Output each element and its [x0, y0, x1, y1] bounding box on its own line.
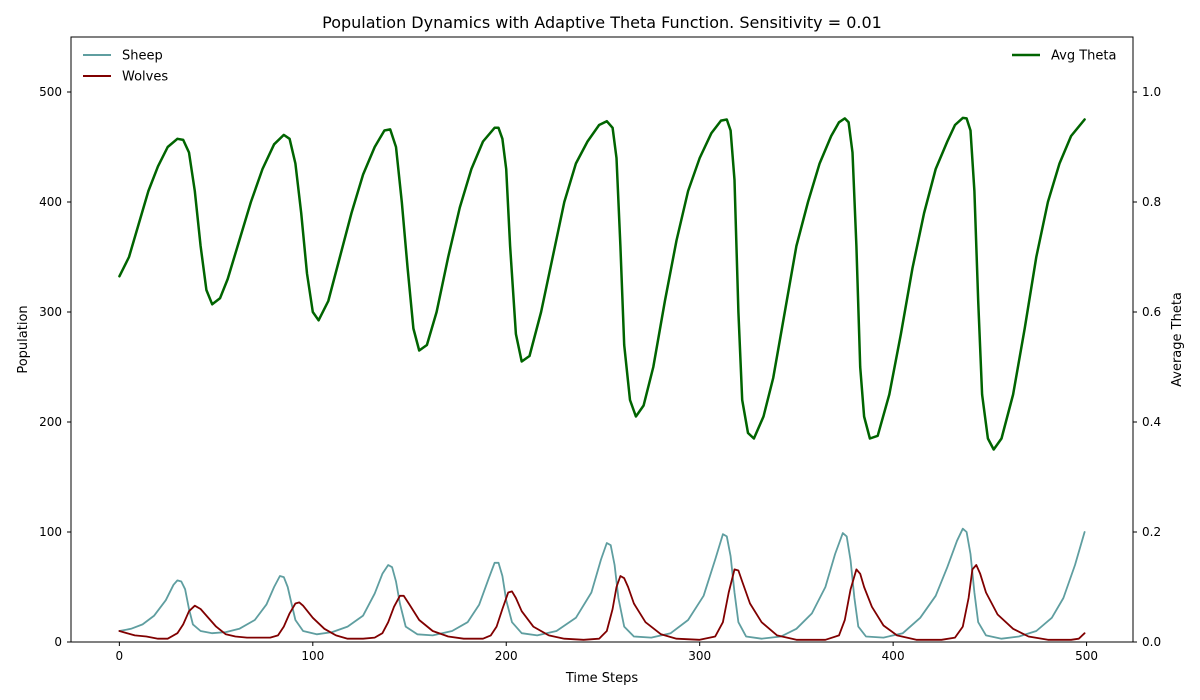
y-axis-label: Population	[16, 305, 31, 373]
x-axis-label: Time Steps	[565, 671, 639, 686]
y-tick-label: 300	[39, 305, 62, 319]
y2-tick-label: 0.0	[1142, 635, 1161, 649]
plot-area: 0 100 200 300 400 500 0 100 200 300 400 500 0.0 0.2…	[39, 36, 1161, 663]
x-tick-label: 400	[882, 649, 905, 663]
x-tick-label: 300	[688, 649, 711, 663]
legend-label-avg-theta: Avg Theta	[1051, 49, 1116, 64]
chart-title: Population Dynamics with Adaptive Theta …	[322, 13, 882, 32]
y2-tick-label: 1.0	[1142, 85, 1161, 99]
series-line-wolves	[118, 564, 1086, 641]
y-tick-label: 100	[39, 525, 62, 539]
legend-label-wolves: Wolves	[122, 70, 168, 85]
plot-frame	[70, 36, 1134, 643]
y2-tick-label: 0.6	[1142, 305, 1161, 319]
x-tick-label: 500	[1075, 649, 1098, 663]
y-tick-label: 400	[39, 195, 62, 209]
series-layer	[118, 116, 1086, 641]
legend-label-sheep: Sheep	[122, 49, 163, 64]
x-tick-label: 0	[116, 649, 124, 663]
y2-tick-label: 0.4	[1142, 415, 1161, 429]
y2-axis-label: Average Theta	[1170, 292, 1185, 387]
y-tick-label: 0	[54, 635, 62, 649]
x-tick-label: 100	[301, 649, 324, 663]
legend-right: Avg Theta	[1012, 49, 1116, 64]
series-line-avg-theta	[118, 116, 1086, 451]
y2-tick-label: 0.8	[1142, 195, 1161, 209]
y-axis-left: 0 100 200 300 400 500	[39, 85, 71, 649]
y-tick-label: 200	[39, 415, 62, 429]
legend-left: Sheep Wolves	[83, 49, 168, 85]
y-axis-right: 0.0 0.2 0.4 0.6 0.8 1.0	[1133, 85, 1161, 649]
x-tick-label: 200	[495, 649, 518, 663]
x-axis: 0 100 200 300 400 500	[116, 642, 1098, 663]
series-line-sheep	[118, 527, 1086, 640]
y2-tick-label: 0.2	[1142, 525, 1161, 539]
y-tick-label: 500	[39, 85, 62, 99]
